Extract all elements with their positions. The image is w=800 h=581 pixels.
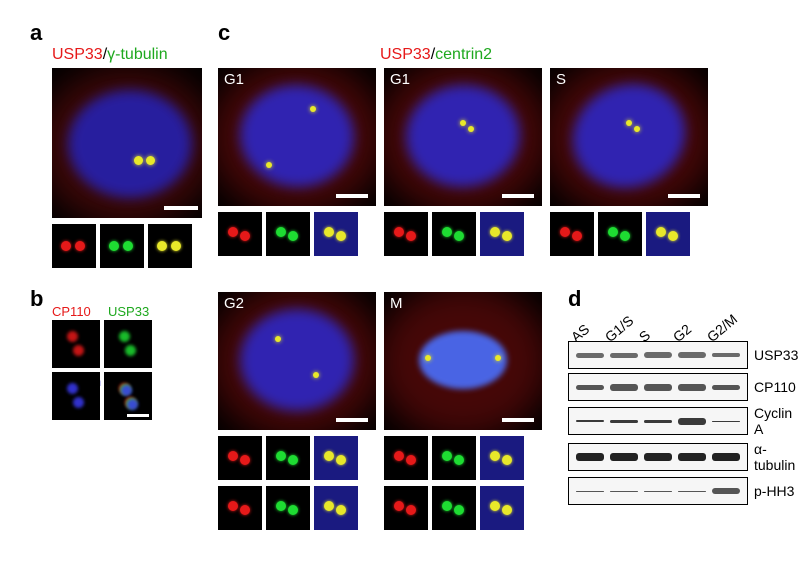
blot-row-label: USP33 — [754, 347, 798, 363]
panel-a-stain-label: USP33/γ-tubulin — [52, 46, 168, 64]
blot-row-label: Cyclin A — [754, 405, 798, 437]
blot-row-label: p-HH3 — [754, 483, 794, 499]
panel-a-label: a — [30, 20, 42, 46]
panel-b-label: b — [30, 286, 43, 312]
panel-a-green-label: γ-tubulin — [107, 46, 167, 63]
figure-root: a b c d USP33/γ-tubulin CP110 USP33 γ-tu… — [0, 0, 800, 581]
panel-b-grid — [52, 320, 152, 420]
panel-c-red-label: USP33 — [380, 46, 431, 63]
panel-d-label: d — [568, 286, 581, 312]
panel-a-thumbs — [52, 224, 192, 268]
blot-row-label: α-tubulin — [754, 441, 798, 473]
panel-c-stain-label: USP33/centrin2 — [380, 46, 492, 64]
panel-c-green-label: centrin2 — [435, 46, 492, 63]
panel-c-label: c — [218, 20, 230, 46]
blot-lane-label: G2/M — [704, 311, 741, 345]
blot-row-label: CP110 — [754, 379, 796, 395]
panel-a-cell — [52, 68, 202, 218]
panel-b-tr-label: USP33 — [108, 304, 149, 319]
panel-b-tl-label: CP110 — [52, 304, 91, 319]
panel-a-red-label: USP33 — [52, 46, 103, 63]
